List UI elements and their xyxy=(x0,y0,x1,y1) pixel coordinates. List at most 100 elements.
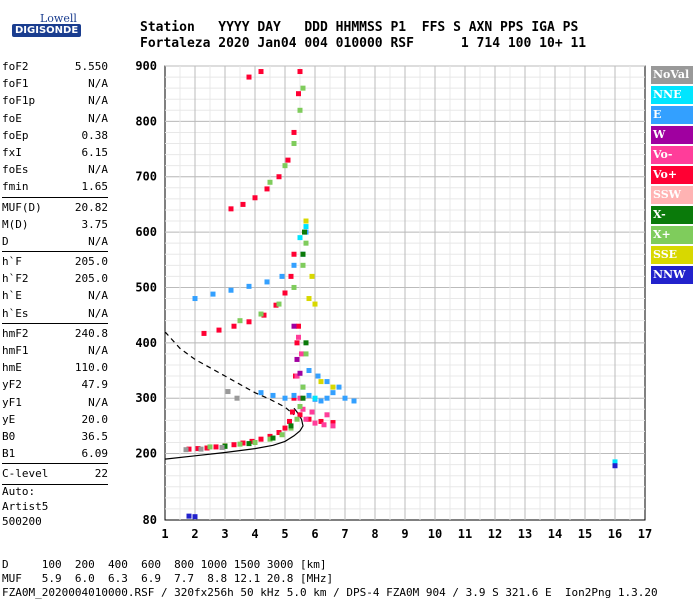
legend-w: W xyxy=(651,126,693,144)
point-w xyxy=(291,323,297,329)
point-e xyxy=(342,395,348,401)
footer-line3: FZA0M_2020004010000.RSF / 320fx256h 50 k… xyxy=(2,586,658,599)
param-row: yF2 47.9 xyxy=(2,376,108,393)
legend-noval: NoVal xyxy=(651,66,693,84)
param-row: fmin 1.65 xyxy=(2,178,108,195)
param-name: h`E xyxy=(2,289,22,303)
legend-nne: NNE xyxy=(651,86,693,104)
point-vo- xyxy=(297,69,303,75)
point-vo- xyxy=(186,446,192,452)
point-e xyxy=(192,296,198,302)
point-x- xyxy=(300,262,306,268)
point-e xyxy=(246,283,252,289)
y-tick-label: 80 xyxy=(143,513,157,527)
legend-e: E xyxy=(651,106,693,124)
param-value: 0.38 xyxy=(81,128,109,142)
param-value: 240.8 xyxy=(74,326,108,340)
point-vo- xyxy=(306,416,312,422)
point-vo- xyxy=(300,406,306,412)
point-e xyxy=(330,390,336,396)
point-nnw xyxy=(192,514,198,520)
legend-sse: SSE xyxy=(651,246,693,264)
auto-line3: 500200 xyxy=(2,515,42,528)
point-vo- xyxy=(321,422,327,428)
point-x- xyxy=(300,395,306,401)
point-x- xyxy=(291,141,297,147)
point-noval xyxy=(198,446,204,452)
logo-line2: DIGISONDE xyxy=(12,24,82,37)
point-vo- xyxy=(296,91,301,97)
point-e xyxy=(264,279,270,285)
param-value: N/A xyxy=(88,77,108,91)
param-name: foEs xyxy=(2,163,29,177)
param-value: 3.75 xyxy=(81,217,109,231)
point-x- xyxy=(288,423,294,429)
param-separator xyxy=(2,463,108,465)
point-vo- xyxy=(299,351,304,357)
param-value: N/A xyxy=(88,111,108,125)
point-nnw xyxy=(186,513,192,519)
param-row: foE N/A xyxy=(2,110,108,127)
polarization-legend: NoVal NNE E W Vo- Vo+ SSW X- X+ SSE NNW xyxy=(651,66,693,286)
param-row: foF1p N/A xyxy=(2,92,108,109)
point-e xyxy=(324,379,330,385)
param-value: 20.82 xyxy=(74,200,108,214)
point-e xyxy=(336,384,342,390)
point-e xyxy=(258,390,264,396)
legend-x-: X+ xyxy=(651,226,693,244)
param-separator xyxy=(2,322,108,324)
point-x- xyxy=(252,439,258,445)
point-x- xyxy=(300,251,306,257)
y-tick-label: 800 xyxy=(135,114,157,128)
point-vo- xyxy=(264,186,270,192)
param-value: 47.9 xyxy=(81,378,109,392)
y-tick-label: 300 xyxy=(135,391,157,405)
point-e xyxy=(306,392,312,398)
auto-info: Auto: Artist5 500200 xyxy=(2,484,48,529)
auto-line2: Artist5 xyxy=(2,500,49,513)
point-sse xyxy=(330,384,336,390)
param-separator xyxy=(2,483,108,485)
param-name: hmF1 xyxy=(2,344,29,357)
param-row: foF1 N/A xyxy=(2,75,108,92)
y-tick-label: 500 xyxy=(135,280,157,294)
point-x- xyxy=(302,229,307,235)
point-vo- xyxy=(291,251,297,257)
param-value: 1.65 xyxy=(81,180,109,194)
x-tick-label: 14 xyxy=(548,527,562,541)
point-x- xyxy=(237,318,243,324)
point-x- xyxy=(303,351,309,357)
point-e xyxy=(279,273,285,279)
point-sse xyxy=(303,218,309,224)
param-name: B1 xyxy=(2,447,16,461)
point-e xyxy=(306,368,312,374)
point-x- xyxy=(294,416,300,422)
point-vo- xyxy=(324,412,330,418)
param-row: D N/A xyxy=(2,233,108,250)
param-row: foEp 0.38 xyxy=(2,127,108,144)
point-x- xyxy=(282,163,288,169)
param-value: 205.0 xyxy=(74,255,108,269)
param-row: M(D) 3.75 xyxy=(2,216,108,233)
params-panel: foF2 5.550 foF1 N/A foF1p N/A foE N/A foEp 0.38 fx… xyxy=(2,58,108,486)
point-w xyxy=(297,370,303,376)
param-name: yF1 xyxy=(2,395,22,409)
x-tick-label: 15 xyxy=(578,527,592,541)
chart-axes: 1 2 3 4 5 6 7 8 9 10 11 12 13 14 15 16 17802003004005006… xyxy=(135,59,652,541)
point-vo- xyxy=(267,433,273,439)
param-value: 110.0 xyxy=(74,361,108,375)
point-vo- xyxy=(294,373,300,379)
param-separator xyxy=(2,251,108,253)
param-name: hmF2 xyxy=(2,326,29,340)
param-name: h`F2 xyxy=(2,272,29,286)
x-tick-label: 17 xyxy=(638,527,652,541)
point-vo- xyxy=(294,340,300,346)
point-x- xyxy=(279,432,285,438)
param-name: fxI xyxy=(2,145,22,159)
point-x- xyxy=(300,85,306,91)
point-vo- xyxy=(318,418,324,424)
point-noval xyxy=(219,444,225,450)
point-nnw xyxy=(612,463,618,469)
param-name: h`F xyxy=(2,255,22,269)
param-name: foF1 xyxy=(2,77,29,91)
